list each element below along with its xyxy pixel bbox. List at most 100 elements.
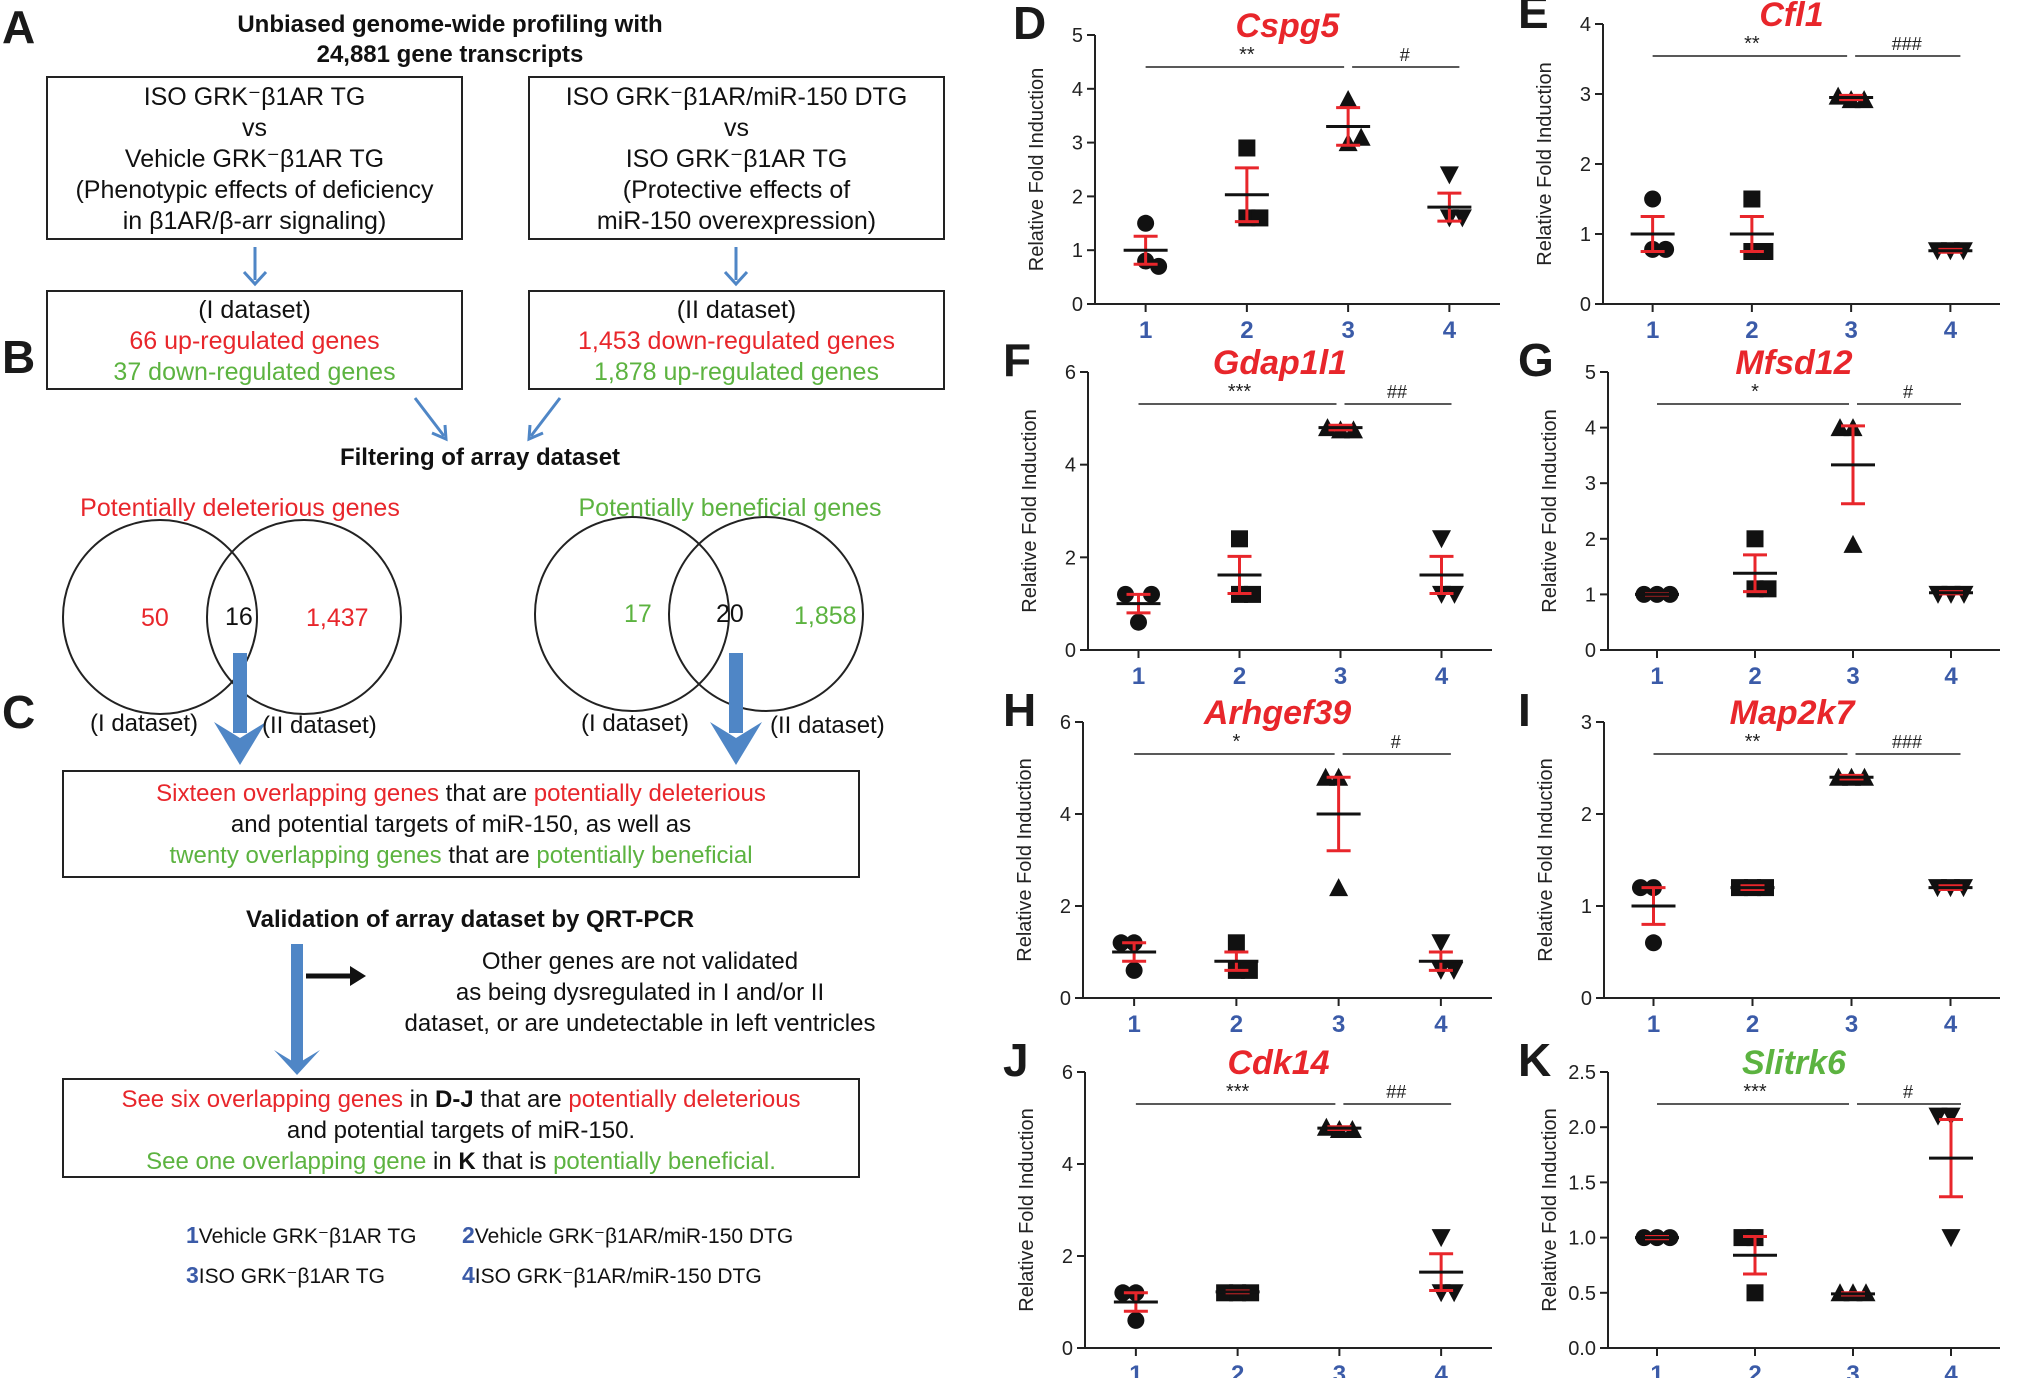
box2-line5: miR-150 overexpression) (596, 207, 877, 235)
data-point-h-2-2 (1329, 878, 1349, 897)
data-point-i-0-0 (1632, 879, 1649, 897)
y-tick-label-g-4: 4 (1585, 418, 1596, 440)
validated-line1: See six overlapping genes in D-J that ar… (64, 1084, 858, 1115)
summary-twenty: twenty overlapping genes (169, 842, 442, 869)
dataset2-label: (II dataset) (676, 296, 797, 324)
data-point-e-0-2 (1657, 240, 1675, 258)
legend-text-4: ISO GRK⁻β1AR/miR-150 DTG (474, 1265, 762, 1288)
y-tick-label-i-1: 1 (1581, 896, 1592, 918)
y-tick-label-j-0: 0 (1062, 1338, 1073, 1360)
y-tick-label-g-0: 0 (1585, 640, 1596, 662)
box2-line4: (Protective effects of (622, 176, 851, 204)
other-line2: as being dysregulated in I and/or II (455, 979, 825, 1006)
x-tick-label-j-2: 3 (1333, 1361, 1346, 1378)
validated-that-are: that are (473, 1086, 569, 1113)
sig-label-1-d: ** (1239, 44, 1255, 66)
venn1-big-arrow-shaft (233, 653, 247, 733)
panel-letter-a: A (2, 1, 36, 53)
chart-title-g: Mfsd12 (1735, 344, 1852, 382)
data-point-k-1-2 (1746, 1284, 1764, 1302)
y-tick-label-h-1: 2 (1060, 896, 1071, 918)
data-point-k-3-0 (1928, 1107, 1948, 1126)
y-tick-label-h-3: 6 (1060, 712, 1071, 734)
chart-title-k: Slitrk6 (1742, 1044, 1847, 1082)
x-tick-label-k-1: 2 (1748, 1361, 1761, 1378)
dataset2-up: 1,878 up-regulated genes (594, 358, 879, 386)
comparison-box-2: ISO GRK⁻β1AR/miR-150 DTG vs ISO GRK⁻β1AR… (528, 76, 945, 240)
data-point-k-2-2 (1856, 1283, 1876, 1302)
validated-genes-box: See six overlapping genes in D-J that ar… (62, 1078, 860, 1178)
panel-letter-e: E (1518, 0, 1549, 38)
data-point-j-3-1 (1431, 1284, 1451, 1303)
box2-line1: ISO GRK⁻β1AR/miR-150 DTG (565, 83, 908, 111)
chart-title-d: Cspg5 (1236, 7, 1341, 45)
x-tick-label-g-0: 1 (1650, 663, 1663, 690)
data-point-d-2-0 (1338, 90, 1358, 109)
venn2-mid-count: 20 (716, 600, 744, 628)
x-tick-label-f-0: 1 (1132, 663, 1145, 690)
validated-that-is: that is (475, 1148, 554, 1175)
chart-title-i: Map2k7 (1730, 694, 1857, 732)
y-tick-label-f-2: 4 (1065, 455, 1076, 477)
validated-line2: and potential targets of miR-150. (286, 1117, 636, 1144)
data-point-f-1-2 (1244, 585, 1261, 603)
data-point-f-3-2 (1445, 585, 1464, 604)
arrow-box2-down-head (723, 270, 749, 287)
sig-label-2-h: # (1391, 732, 1401, 752)
dataset1-up: 66 up-regulated genes (129, 327, 380, 355)
y-axis-label-f: Relative Fold Induction (1019, 409, 1041, 612)
sig-label-2-e: ### (1892, 34, 1922, 54)
x-tick-label-j-0: 1 (1129, 1361, 1142, 1378)
summary-beneficial: potentially beneficial (536, 842, 753, 869)
y-tick-label-k-3: 1.5 (1568, 1172, 1596, 1194)
venn1-circle-right (206, 519, 402, 715)
x-tick-label-h-3: 4 (1434, 1011, 1448, 1038)
data-point-h-2-0 (1316, 767, 1336, 786)
y-tick-label-k-2: 1.0 (1568, 1228, 1596, 1250)
venn1-big-arrow-head (214, 722, 266, 765)
legend-text-3: ISO GRK⁻β1AR TG (198, 1265, 385, 1288)
panel-letter-c: C (2, 686, 36, 738)
dataset1-down: 37 down-regulated genes (113, 358, 396, 386)
y-tick-label-f-3: 6 (1065, 362, 1076, 384)
legend-num-3: 3 (186, 1262, 199, 1288)
y-axis-label-k: Relative Fold Induction (1539, 1108, 1561, 1311)
y-tick-label-d-4: 4 (1072, 79, 1083, 101)
x-tick-label-k-0: 1 (1650, 1361, 1663, 1378)
x-tick-label-k-2: 3 (1846, 1361, 1859, 1378)
venn1-label-right: (II dataset) (262, 712, 377, 739)
y-axis-label-i: Relative Fold Induction (1535, 758, 1557, 961)
data-point-f-3-0 (1432, 530, 1451, 549)
venn1-title: Potentially deleterious genes (80, 494, 400, 522)
validated-in-1: in (402, 1086, 435, 1113)
dataset1-label: (I dataset) (198, 296, 311, 324)
data-point-k-3-1 (1941, 1107, 1961, 1126)
data-point-g-1-0 (1746, 530, 1764, 548)
venn2-label-right: (II dataset) (770, 712, 885, 739)
y-tick-label-g-3: 3 (1585, 473, 1596, 495)
panel-letter-j: J (1003, 1034, 1029, 1086)
summary-line1: Sixteen overlapping genes that are poten… (64, 778, 858, 809)
arrow-converge-left (413, 397, 446, 437)
y-tick-label-d-3: 3 (1072, 133, 1083, 155)
y-tick-label-f-0: 0 (1065, 640, 1076, 662)
sig-label-1-j: *** (1226, 1081, 1250, 1103)
box1-line2: vs (242, 114, 267, 142)
sig-label-2-d: # (1400, 45, 1410, 65)
arrow-box1-down-head (242, 270, 268, 287)
data-point-h-3-0 (1431, 934, 1451, 953)
box1-line5: in β1AR/β-arr signaling) (122, 207, 387, 235)
filtering-title: Filtering of array dataset (339, 444, 621, 471)
legend-num-4: 4 (462, 1262, 475, 1288)
x-tick-label-i-1: 2 (1746, 1011, 1759, 1038)
y-tick-label-h-2: 4 (1060, 804, 1071, 826)
y-tick-label-e-2: 2 (1580, 154, 1591, 176)
x-tick-label-i-0: 1 (1647, 1011, 1660, 1038)
y-tick-label-f-1: 2 (1065, 547, 1076, 569)
y-tick-label-g-1: 1 (1585, 584, 1596, 606)
y-axis-label-d: Relative Fold Induction (1026, 68, 1048, 271)
data-point-k-1-0 (1733, 1229, 1751, 1247)
box2-line3: ISO GRK⁻β1AR TG (625, 145, 848, 173)
sig-label-1-e: ** (1744, 33, 1760, 55)
validated-line3: See one overlapping gene in K that is po… (64, 1146, 858, 1177)
